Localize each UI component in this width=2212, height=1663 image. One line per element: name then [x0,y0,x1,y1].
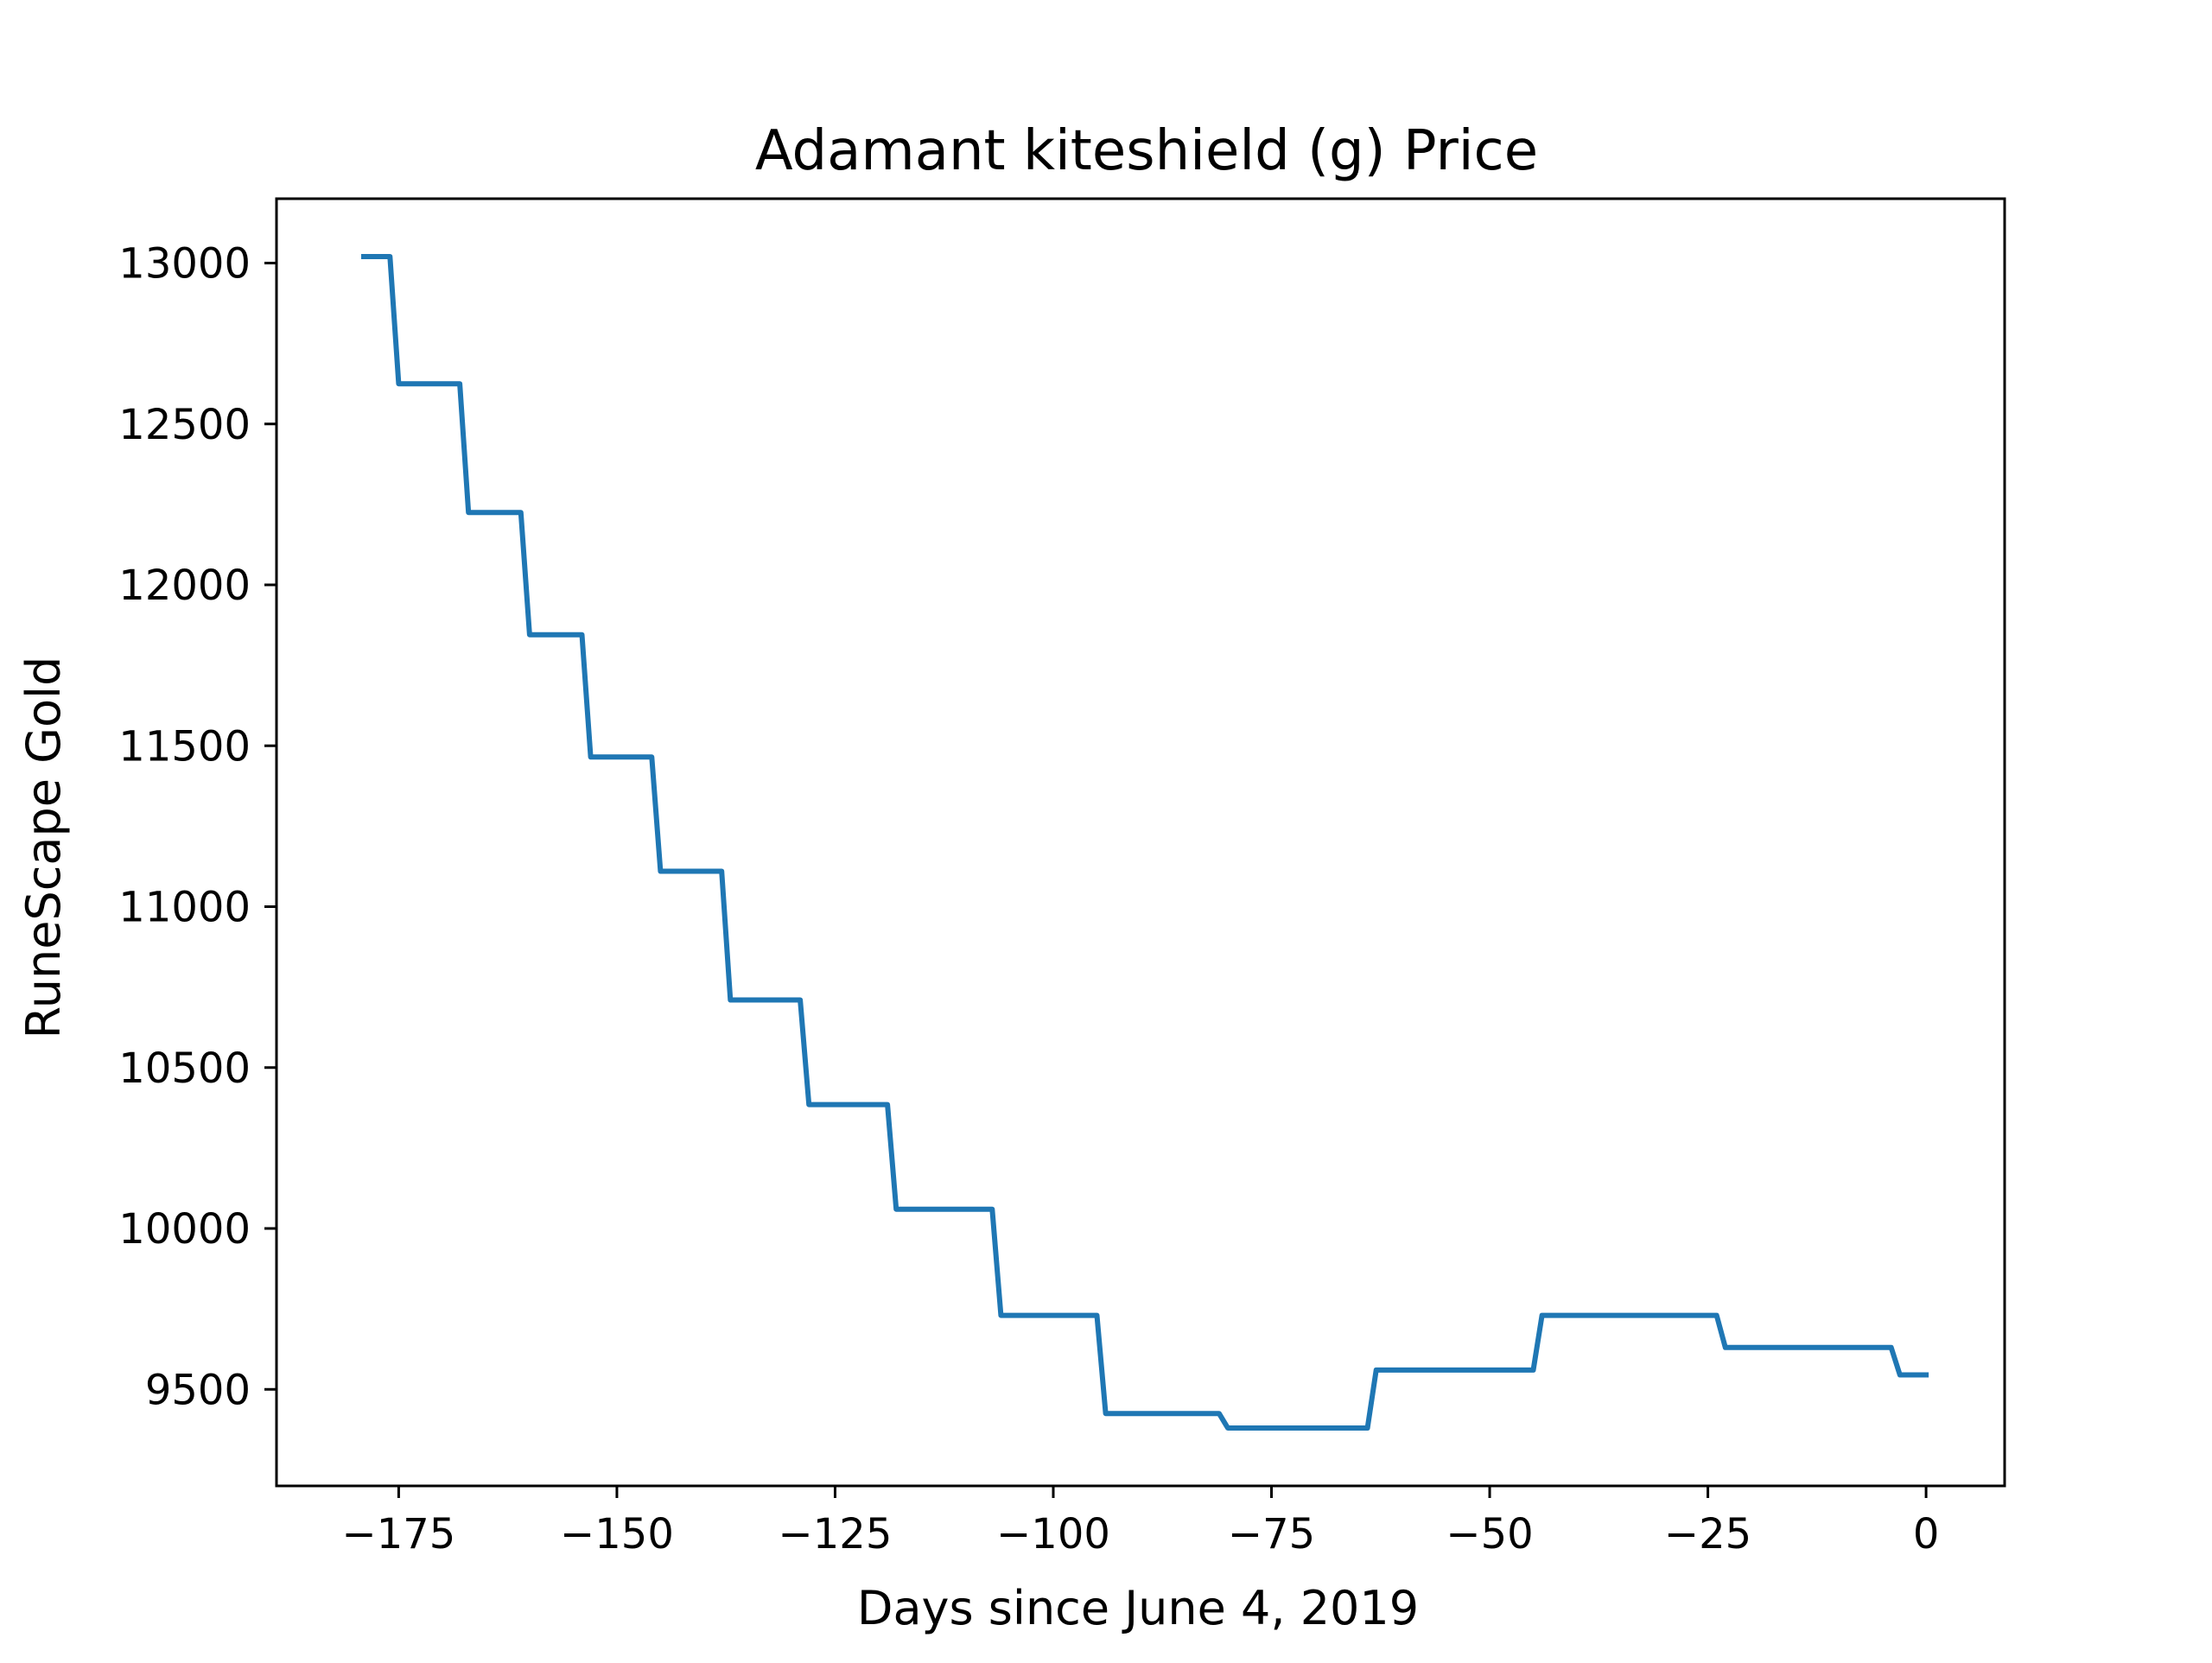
chart-title: Adamant kiteshield (g) Price [755,119,1538,183]
x-tick-label: −175 [341,1510,455,1558]
x-tick-label: −25 [1664,1510,1751,1558]
x-tick-label: −125 [779,1510,893,1558]
x-tick-label: −100 [996,1510,1110,1558]
x-tick-label: −150 [560,1510,674,1558]
y-tick-label: 11000 [118,884,251,932]
y-tick-label: 9500 [145,1366,251,1414]
price-series-line [361,254,1929,1431]
y-tick-label: 11500 [118,722,251,771]
y-tick-label: 12000 [118,562,251,610]
series-layer [361,254,1929,1431]
y-axis-ticks: 9500 10000 10500 11000 11500 12000 12500 13000 [118,240,276,1414]
x-axis-label: Days since June 4, 2019 [857,1581,1419,1635]
y-axis-label: RuneScape Gold [16,657,71,1039]
y-tick-label: 10500 [118,1044,251,1093]
y-tick-label: 10000 [118,1205,251,1254]
x-tick-label: 0 [1913,1510,1940,1558]
y-tick-label: 13000 [118,240,251,289]
y-tick-label: 12500 [118,401,251,449]
plot-area-frame [275,197,2006,1488]
x-tick-label: −75 [1228,1510,1315,1558]
x-axis-ticks: −175 −150 −125 −100 −75 −50 −25 0 [341,1486,1939,1558]
x-tick-label: −50 [1446,1510,1533,1558]
